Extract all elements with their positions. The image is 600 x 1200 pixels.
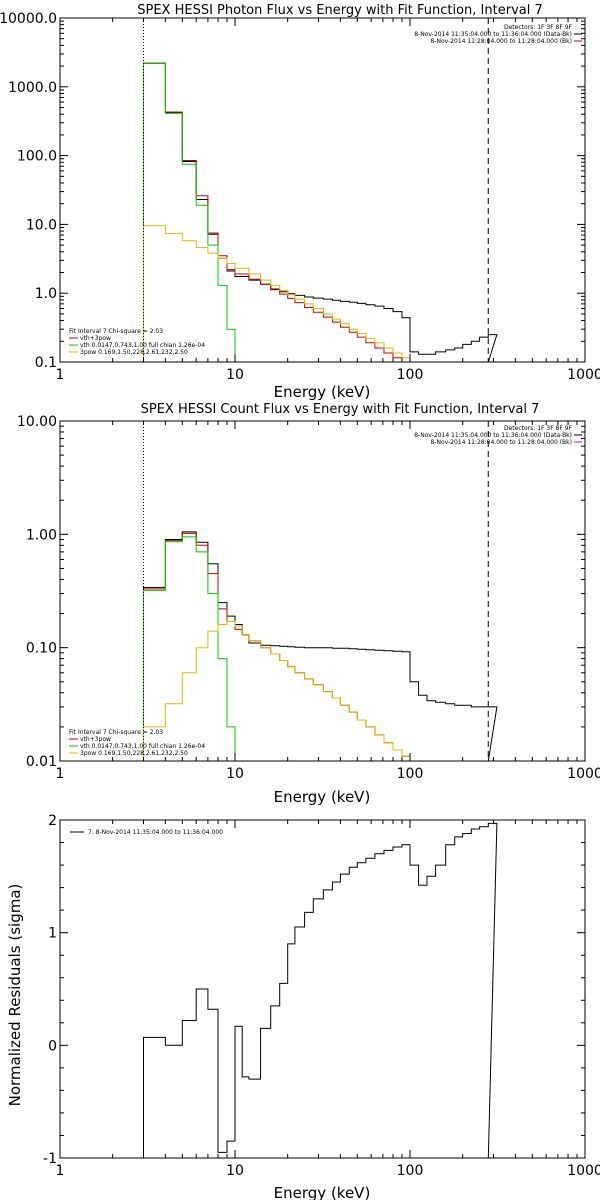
photon-flux-title: SPEX HESSI Photon Flux vs Energy with Fi… bbox=[137, 3, 543, 18]
residuals-y-tick-label: 2 bbox=[48, 813, 57, 829]
photon-flux-x-tick-label: 100 bbox=[397, 367, 424, 383]
photon-flux-x-tick-label: 10 bbox=[226, 367, 244, 383]
photon-flux-reference-lines bbox=[142, 18, 489, 362]
count-flux-ticks bbox=[59, 421, 585, 762]
residuals-y-axis-label: Normalized Residuals (sigma) bbox=[6, 884, 24, 1107]
photon-flux-series-vth bbox=[143, 62, 244, 363]
photon-flux-series-3pow bbox=[143, 225, 436, 363]
photon-flux-legend-entry: 3pow 0.169,1.50,228,2.61,232,2.50 bbox=[80, 349, 188, 356]
residuals-plot-frame bbox=[59, 819, 586, 1159]
count-flux-legend-bottom-left: Fit Interval 7 Chi-square = 2.03vth+3pow… bbox=[69, 729, 205, 757]
residuals-y-tick-label: 0 bbox=[48, 1038, 57, 1054]
photon-flux-x-tick-label: 1 bbox=[56, 367, 65, 383]
photon-flux-y-tick-label: 100.0 bbox=[17, 149, 57, 165]
count-flux-panel: SPEX HESSI Count Flux vs Energy with Fit… bbox=[17, 402, 600, 806]
count-flux-plot-frame bbox=[59, 420, 586, 762]
photon-flux-y-tick-label: 10000.0 bbox=[0, 11, 57, 27]
count-flux-legend-entry: Detectors: 1F 3F 8F 9F bbox=[504, 425, 573, 432]
count-flux-series-data bbox=[143, 531, 498, 762]
residuals-x-tick-label: 100 bbox=[397, 1163, 424, 1179]
count-flux-x-axis-label: Energy (keV) bbox=[274, 788, 371, 806]
photon-flux-legend-top-right: Detectors: 1F 3F 8F 9F8-Nov-2014 11:35:0… bbox=[414, 24, 582, 45]
photon-flux-legend-bottom-left: Fit Interval 7 Chi-square = 2.03vth+3pow… bbox=[69, 328, 205, 356]
count-flux-x-tick-labels: 1 10 100 1000 bbox=[56, 766, 600, 782]
residuals-x-tick-label: 1000 bbox=[567, 1163, 600, 1179]
photon-flux-series-vth-3pow bbox=[143, 62, 436, 363]
photon-flux-ticks bbox=[59, 18, 585, 363]
count-flux-y-tick-labels: 0.01 0.10 1.00 10.00 bbox=[17, 414, 57, 770]
photon-flux-legend-entry: Fit Interval 7 Chi-square = 2.03 bbox=[69, 328, 163, 335]
residuals-x-tick-label: 10 bbox=[226, 1163, 244, 1179]
photon-flux-y-tick-label: 0.1 bbox=[35, 355, 57, 371]
count-flux-y-tick-label: 0.10 bbox=[26, 641, 57, 657]
count-flux-x-tick-label: 100 bbox=[397, 766, 424, 782]
count-flux-reference-lines bbox=[142, 421, 489, 761]
photon-flux-x-axis-label: Energy (keV) bbox=[274, 383, 371, 401]
photon-flux-panel: SPEX HESSI Photon Flux vs Energy with Fi… bbox=[0, 3, 600, 401]
count-flux-x-tick-label: 1 bbox=[56, 766, 65, 782]
residuals-series bbox=[143, 822, 498, 1159]
residuals-ticks bbox=[59, 819, 585, 1159]
photon-flux-y-tick-labels: 0.1 1.0 10.0 100.0 1000.0 10000.0 bbox=[0, 11, 57, 371]
residuals-series-data bbox=[143, 822, 498, 1159]
count-flux-series-vth bbox=[143, 536, 244, 762]
residuals-x-tick-labels: 1 10 100 1000 bbox=[56, 1163, 600, 1179]
residuals-x-axis-label: Energy (keV) bbox=[274, 1184, 371, 1200]
count-flux-legend-entry: Fit Interval 7 Chi-square = 2.03 bbox=[69, 729, 163, 736]
photon-flux-series bbox=[143, 62, 498, 363]
photon-flux-y-tick-label: 1000.0 bbox=[8, 80, 57, 96]
photon-flux-legend-entry: 8-Nov-2014 11:28:04.000 to 11:28:04.000 … bbox=[430, 38, 572, 45]
residuals-x-tick-label: 1 bbox=[56, 1163, 65, 1179]
count-flux-legend-top-right: Detectors: 1F 3F 8F 9F8-Nov-2014 11:35:0… bbox=[414, 425, 582, 446]
count-flux-series bbox=[143, 531, 498, 762]
residuals-legend-top-left: 7. 8-Nov-2014 11:35:04.000 to 11:36:04.0… bbox=[70, 829, 223, 836]
photon-flux-legend-entry: vth+3pow bbox=[80, 335, 111, 342]
count-flux-title: SPEX HESSI Count Flux vs Energy with Fit… bbox=[141, 402, 540, 417]
count-flux-legend-entry: vth 0.0147,0.743,1.00 full chian 1.26e-0… bbox=[80, 743, 205, 750]
count-flux-y-tick-label: 1.00 bbox=[26, 527, 57, 543]
photon-flux-y-tick-label: 1.0 bbox=[35, 286, 57, 302]
residuals-y-tick-labels: -1 0 1 2 bbox=[43, 813, 57, 1167]
photon-flux-plot-frame bbox=[59, 17, 586, 363]
photon-flux-x-tick-label: 1000 bbox=[567, 367, 600, 383]
count-flux-y-tick-label: 10.00 bbox=[17, 414, 57, 430]
residuals-y-tick-label: -1 bbox=[43, 1151, 57, 1167]
count-flux-series-3pow bbox=[143, 621, 436, 762]
photon-flux-y-tick-label: 10.0 bbox=[26, 217, 57, 233]
residuals-panel: -1 0 1 2 1 10 100 1000 Energy (keV) Normalized… bbox=[6, 813, 600, 1200]
photon-flux-x-tick-labels: 1 10 100 1000 bbox=[56, 367, 600, 383]
count-flux-legend-entry: vth+3pow bbox=[80, 736, 111, 743]
count-flux-y-tick-label: 0.01 bbox=[26, 754, 57, 770]
count-flux-legend-entry: 8-Nov-2014 11:28:04.000 to 11:28:04.000 … bbox=[430, 439, 572, 446]
count-flux-legend-entry: 3pow 0.169,1.50,228,2.61,232,2.50 bbox=[80, 750, 188, 757]
count-flux-x-tick-label: 10 bbox=[226, 766, 244, 782]
photon-flux-legend-entry: Detectors: 1F 3F 8F 9F bbox=[504, 24, 573, 31]
photon-flux-legend-entry: 8-Nov-2014 11:35:04.000 to 11:36:04.000 … bbox=[414, 31, 572, 38]
photon-flux-legend-entry: vth 0.0147,0.743,1.00 full chian 1.26e-0… bbox=[80, 342, 205, 349]
residuals-legend-entry: 7. 8-Nov-2014 11:35:04.000 to 11:36:04.0… bbox=[88, 829, 223, 836]
count-flux-legend-entry: 8-Nov-2014 11:35:04.000 to 11:36:04.000 … bbox=[414, 432, 572, 439]
residuals-y-tick-label: 1 bbox=[48, 926, 57, 942]
count-flux-x-tick-label: 1000 bbox=[567, 766, 600, 782]
